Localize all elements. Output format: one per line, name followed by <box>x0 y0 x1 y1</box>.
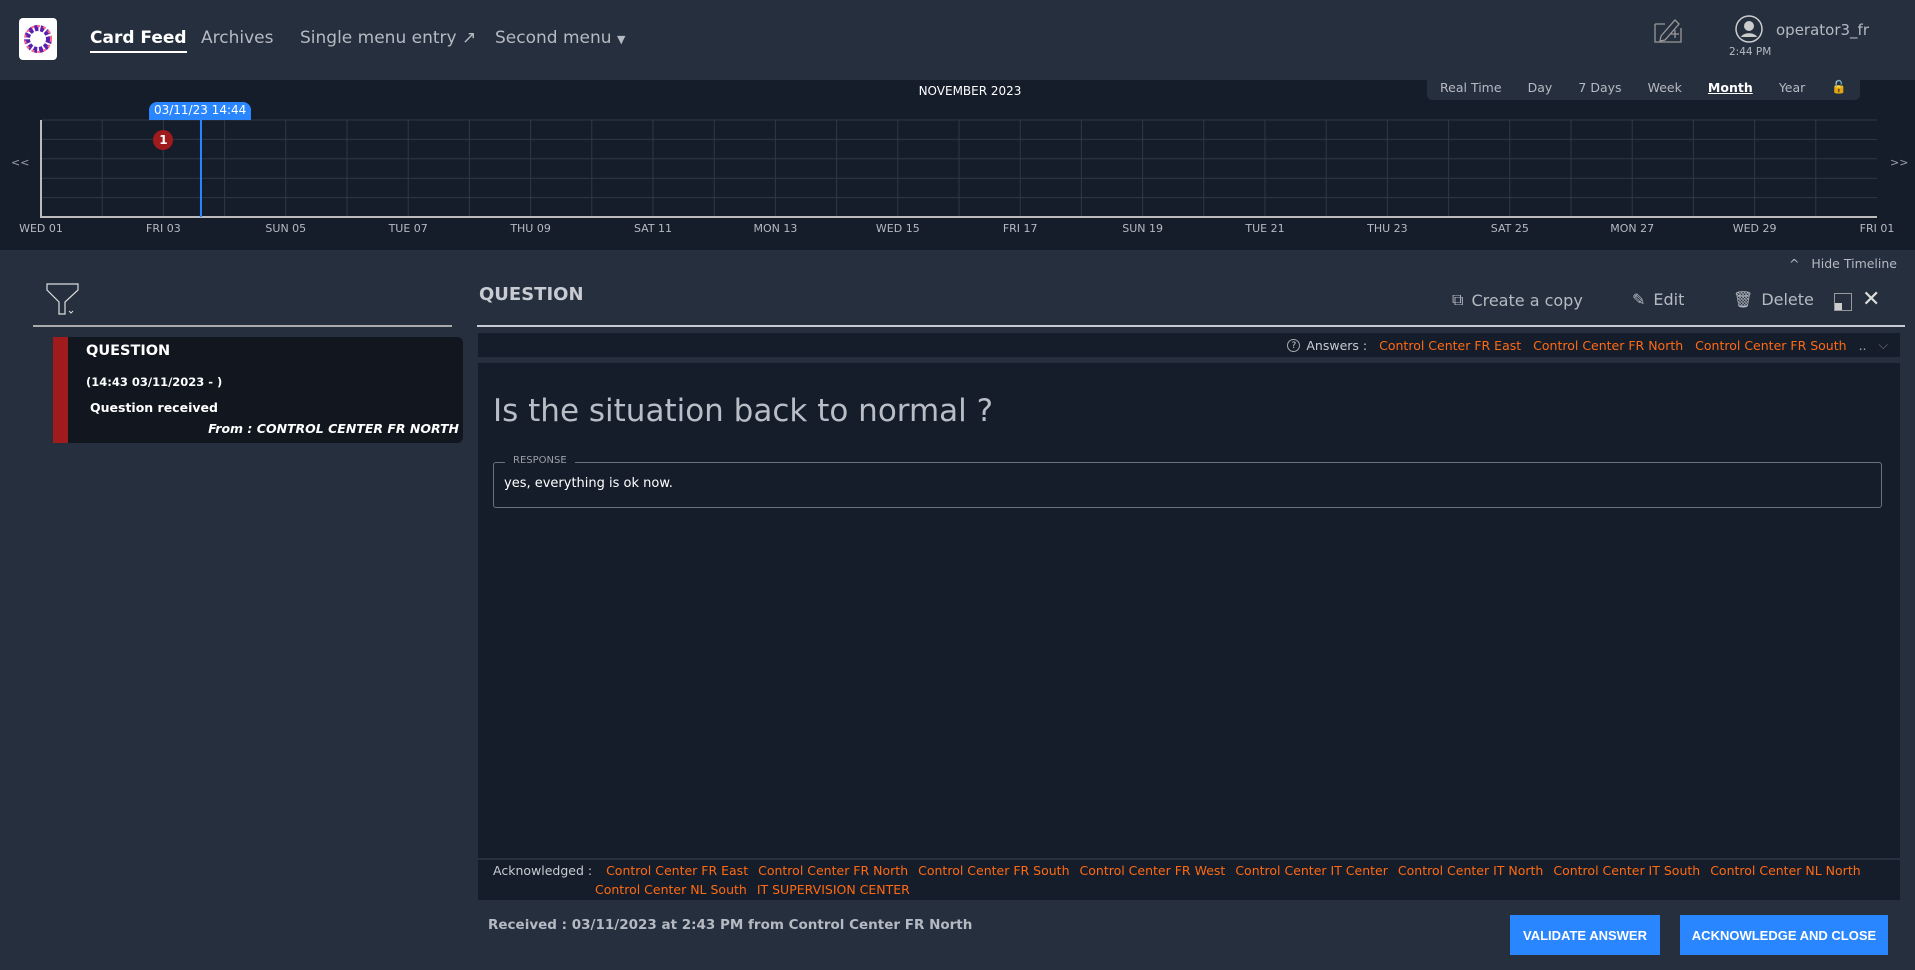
validate-answer-button[interactable]: VALIDATE ANSWER <box>1510 915 1660 955</box>
tick-label: THU 09 <box>510 222 551 235</box>
card-date: (14:43 03/11/2023 - ) <box>86 375 223 389</box>
answer-entity: Control Center FR East <box>1379 337 1522 353</box>
nav-label: Single menu entry <box>300 28 457 48</box>
delete-button[interactable]: 🗑 Delete <box>1733 290 1814 309</box>
nav-archives[interactable]: Archives <box>201 28 274 48</box>
feed-card[interactable]: QUESTION (14:43 03/11/2023 - ) Question … <box>53 337 463 443</box>
acknowledged-entity: IT SUPERVISION CENTER <box>756 882 910 897</box>
period-7-days[interactable]: 7 Days <box>1578 79 1622 95</box>
response-field[interactable] <box>493 462 1882 508</box>
top-navbar <box>0 0 1915 80</box>
period-selector: Real Time Day 7 Days Week Month Year 🔓 <box>1427 74 1860 100</box>
timeline-prev-button[interactable]: << <box>11 156 30 169</box>
current-time-label: 03/11/23 14:44 <box>148 102 252 120</box>
card-title: QUESTION <box>86 343 171 359</box>
tick-label: SUN 19 <box>1122 222 1163 235</box>
tick-label: SAT 25 <box>1490 222 1529 235</box>
acknowledge-and-close-button[interactable]: ACKNOWLEDGE AND CLOSE <box>1680 915 1888 955</box>
unlock-icon[interactable]: 🔓 <box>1831 79 1847 94</box>
answers-label: Answers : <box>1306 337 1368 353</box>
edit-button[interactable]: ✎ Edit <box>1632 290 1684 309</box>
tick-label: WED 29 <box>1732 222 1777 235</box>
tick-label: MON 27 <box>1610 222 1655 235</box>
timeline-chart[interactable] <box>0 0 1915 250</box>
tick-label: SAT 11 <box>633 222 673 235</box>
timeline-next-button[interactable]: >> <box>1890 156 1909 169</box>
acknowledged-entity: Control Center IT South <box>1553 863 1701 878</box>
create-copy-button[interactable]: ⧉ Create a copy <box>1452 290 1583 310</box>
tick-label: FRI 17 <box>1002 222 1038 235</box>
chevron-up-icon: ^ <box>1788 256 1800 271</box>
card-summary: Question received <box>90 400 218 415</box>
logo-icon <box>24 25 52 53</box>
question-text: Is the situation back to normal ? <box>493 393 994 429</box>
period-week[interactable]: Week <box>1647 79 1682 95</box>
nav-single-menu-entry[interactable]: Single menu entry ↗ <box>300 28 476 48</box>
card-count-marker[interactable]: 1 <box>153 130 174 150</box>
clock: 2:44 PM <box>1729 46 1772 58</box>
caret-down-icon: ▼ <box>616 33 626 46</box>
period-day[interactable]: Day <box>1527 79 1553 95</box>
new-card-icon[interactable] <box>1653 14 1683 48</box>
acknowledged-bar: Acknowledged : Control Center FR East Con… <box>478 860 1900 900</box>
period-year[interactable]: Year <box>1778 79 1806 95</box>
username[interactable]: operator3_fr <box>1776 21 1870 39</box>
close-icon[interactable]: ✕ <box>1862 287 1881 312</box>
timeline-month: NOVEMBER 2023 <box>918 84 1022 98</box>
timeline <box>0 80 1915 250</box>
tick-label: SUN 05 <box>265 222 307 235</box>
create-copy-label: Create a copy <box>1471 290 1583 310</box>
tick-label: WED 01 <box>19 222 63 235</box>
tick-label: WED 15 <box>875 222 920 235</box>
card-detail-title: QUESTION <box>479 284 584 305</box>
hide-timeline-button[interactable]: ^ Hide Timeline <box>1789 256 1897 271</box>
acknowledged-label: Acknowledged : <box>493 863 593 878</box>
response-input-value[interactable]: yes, everything is ok now. <box>504 476 673 491</box>
nav-card-feed[interactable]: Card Feed <box>90 28 187 53</box>
answer-entity: Control Center FR North <box>1533 337 1684 353</box>
acknowledged-entity: Control Center IT North <box>1397 863 1544 878</box>
help-icon: ? <box>1287 338 1301 352</box>
response-label: RESPONSE <box>505 455 575 466</box>
trash-icon: 🗑 <box>1733 290 1754 309</box>
acknowledged-entity: Control Center FR North <box>758 863 909 878</box>
acknowledged-entity: Control Center NL South <box>595 882 747 897</box>
period-real-time[interactable]: Real Time <box>1440 79 1502 95</box>
period-month[interactable]: Month <box>1707 79 1753 95</box>
copy-icon: ⧉ <box>1452 290 1464 309</box>
external-link-icon: ↗ <box>462 28 477 48</box>
tick-label: MON 13 <box>753 222 798 235</box>
acknowledged-entity: Control Center FR West <box>1079 863 1226 878</box>
user-avatar-icon[interactable] <box>1735 15 1763 47</box>
tick-label: FRI 03 <box>146 222 181 235</box>
tick-label: THU 23 <box>1367 222 1408 235</box>
answers-more: .. <box>1858 337 1867 353</box>
received-info: Received : 03/11/2023 at 2:43 PM from Co… <box>488 917 973 933</box>
filter-icon[interactable] <box>46 283 80 321</box>
edit-icon: ✎ <box>1632 290 1646 309</box>
feed-divider <box>33 325 452 327</box>
tick-label: TUE 21 <box>1245 222 1285 235</box>
chevron-down-icon[interactable]: ⌵ <box>1878 337 1888 352</box>
tick-label: FRI 01 <box>1859 222 1895 235</box>
acknowledged-entity: Control Center NL North <box>1710 863 1861 878</box>
hide-timeline-label: Hide Timeline <box>1811 256 1897 271</box>
nav-second-menu[interactable]: Second menu ▼ <box>495 28 625 48</box>
card-body <box>478 363 1900 858</box>
acknowledged-entity: Control Center IT Center <box>1235 863 1388 878</box>
expand-icon[interactable] <box>1834 293 1852 311</box>
answers-bar: ? Answers : Control Center FR East Contr… <box>478 333 1900 357</box>
nav-label: Second menu <box>495 28 612 48</box>
edit-label: Edit <box>1653 290 1685 309</box>
card-from: From : CONTROL CENTER FR NORTH <box>208 421 459 436</box>
detail-header-divider <box>477 325 1905 327</box>
app-logo[interactable] <box>19 18 57 60</box>
answer-entity: Control Center FR South <box>1695 337 1847 353</box>
delete-label: Delete <box>1761 290 1814 309</box>
acknowledged-entity: Control Center FR South <box>918 863 1070 878</box>
tick-label: TUE 07 <box>388 222 428 235</box>
acknowledged-entity: Control Center FR East <box>606 863 749 878</box>
